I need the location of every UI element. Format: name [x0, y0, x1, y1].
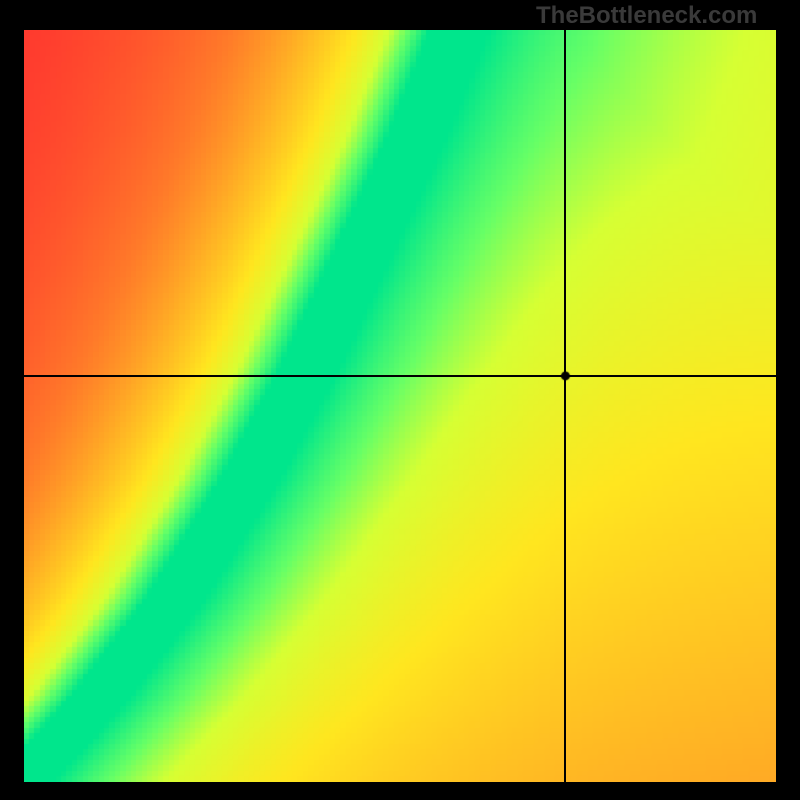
- heatmap-plot: [24, 30, 776, 782]
- crosshair-dot: [24, 30, 776, 782]
- watermark-text: TheBottleneck.com: [536, 2, 757, 30]
